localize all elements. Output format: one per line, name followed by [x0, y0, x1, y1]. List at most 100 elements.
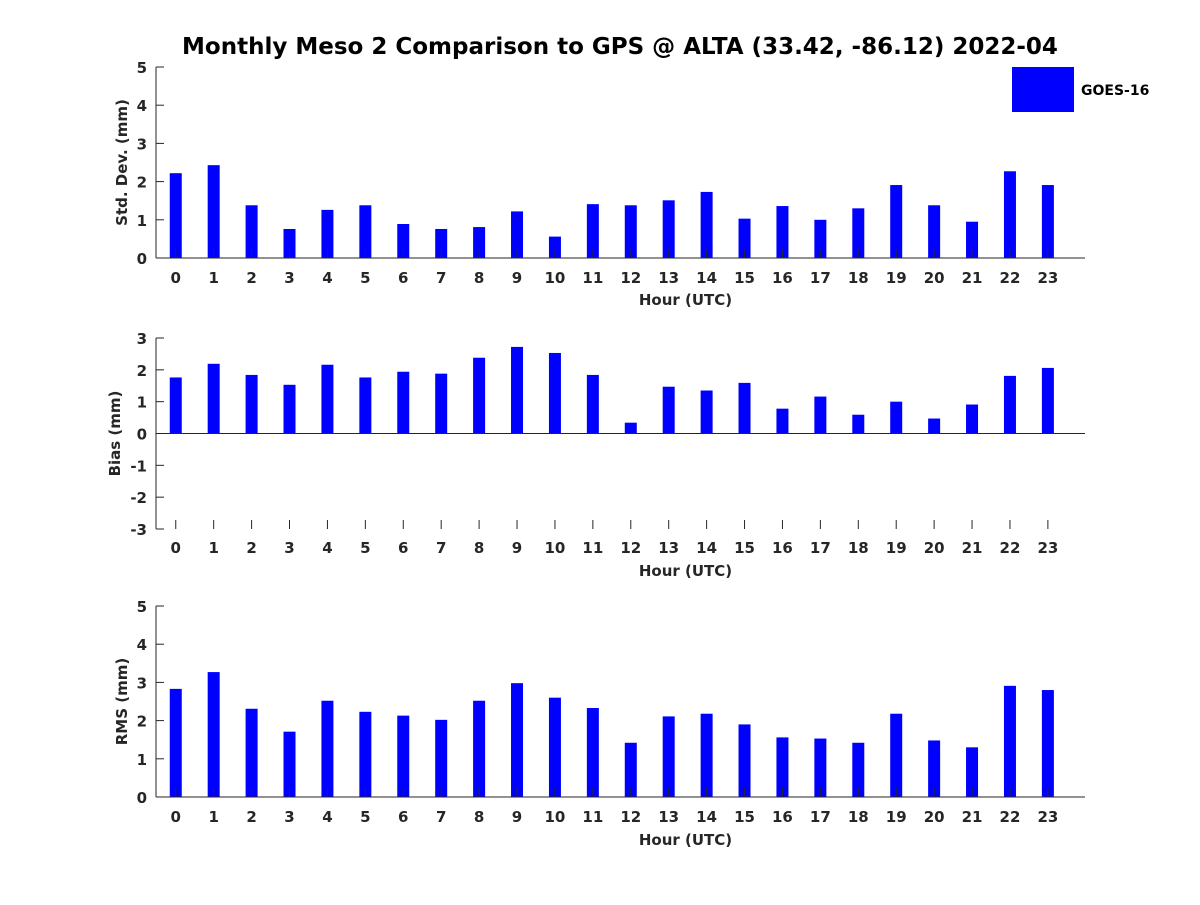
bar-bias-hour-4 [321, 364, 334, 434]
bar-std-dev-hour-17 [814, 219, 827, 258]
x-tick-label: 23 [1037, 808, 1058, 826]
x-tick-label: 21 [962, 269, 983, 287]
y-tick-label: -1 [130, 457, 147, 475]
x-tick-label: 9 [512, 539, 522, 557]
x-tick-label: 6 [398, 269, 408, 287]
bar-bias-hour-16 [776, 408, 789, 434]
bar-rms-hour-16 [776, 737, 789, 797]
x-tick-label: 19 [886, 269, 907, 287]
x-tick-label: 8 [474, 269, 484, 287]
bar-bias-hour-1 [207, 363, 220, 434]
x-tick-label: 11 [582, 269, 603, 287]
bar-bias-hour-19 [890, 401, 903, 434]
bar-bias-hour-21 [966, 404, 979, 434]
x-tick-label: 10 [545, 539, 566, 557]
bar-rms-hour-0 [169, 688, 182, 797]
y-tick-label: 2 [137, 713, 147, 731]
bar-std-dev-hour-11 [586, 204, 599, 258]
bar-std-dev-hour-19 [890, 185, 903, 258]
x-tick-label: 16 [772, 539, 793, 557]
x-tick-label: 4 [322, 808, 332, 826]
x-tick-label: 12 [620, 808, 641, 826]
x-tick-label: 22 [1000, 539, 1021, 557]
bar-rms-hour-17 [814, 738, 827, 797]
x-tick-label: 14 [696, 539, 717, 557]
bar-bias-hour-20 [928, 418, 941, 434]
x-tick-label: 15 [734, 269, 755, 287]
y-tick-label: 0 [137, 789, 147, 807]
bar-std-dev-hour-2 [245, 205, 258, 258]
y-tick-label: -2 [130, 489, 147, 507]
y-tick-label: 4 [137, 97, 147, 115]
bar-bias-hour-10 [548, 352, 561, 434]
x-tick-label: 6 [398, 539, 408, 557]
x-tick-label: 12 [620, 539, 641, 557]
y-axis-label: RMS (mm) [113, 658, 131, 745]
x-tick-label: 7 [436, 539, 446, 557]
bar-std-dev-hour-13 [662, 200, 675, 258]
bar-std-dev-hour-1 [207, 165, 220, 258]
bar-rms-hour-15 [738, 724, 751, 797]
y-tick-label: 1 [137, 212, 147, 230]
x-tick-label: 18 [848, 808, 869, 826]
x-tick-label: 1 [208, 539, 218, 557]
x-tick-label: 10 [545, 269, 566, 287]
x-tick-label: 23 [1037, 269, 1058, 287]
bar-std-dev-hour-21 [966, 221, 979, 258]
bar-bias-hour-14 [700, 390, 713, 434]
y-tick-label: 5 [137, 598, 147, 616]
x-tick-label: 12 [620, 269, 641, 287]
y-tick-label: -3 [130, 521, 147, 539]
x-tick-label: 22 [1000, 808, 1021, 826]
x-tick-label: 11 [582, 539, 603, 557]
bar-rms-hour-6 [397, 715, 410, 797]
bar-std-dev-hour-16 [776, 206, 789, 258]
x-tick-label: 16 [772, 269, 793, 287]
x-tick-label: 13 [658, 808, 679, 826]
x-tick-label: 20 [924, 539, 945, 557]
x-axis-label: Hour (UTC) [639, 562, 732, 580]
y-tick-label: 3 [137, 674, 147, 692]
x-tick-label: 17 [810, 808, 831, 826]
y-tick-label: 5 [137, 59, 147, 77]
x-tick-label: 9 [512, 269, 522, 287]
legend-swatch [1012, 67, 1074, 112]
bar-bias-hour-15 [738, 382, 751, 434]
x-tick-label: 8 [474, 539, 484, 557]
y-tick-label: 1 [137, 394, 147, 412]
x-tick-label: 13 [658, 539, 679, 557]
bar-bias-hour-12 [624, 422, 637, 434]
bar-std-dev-hour-22 [1003, 171, 1016, 258]
bar-rms-hour-20 [928, 740, 941, 797]
y-tick-label: 4 [137, 636, 147, 654]
bar-bias-hour-9 [511, 346, 524, 434]
bar-bias-hour-22 [1003, 375, 1016, 434]
bar-std-dev-hour-23 [1041, 185, 1054, 258]
x-tick-label: 3 [284, 808, 294, 826]
bar-rms-hour-18 [852, 742, 865, 797]
y-axis-label: Std. Dev. (mm) [113, 99, 131, 226]
x-tick-label: 18 [848, 269, 869, 287]
x-tick-label: 19 [886, 539, 907, 557]
x-tick-label: 5 [360, 539, 370, 557]
bar-rms-hour-12 [624, 742, 637, 797]
x-tick-label: 1 [208, 269, 218, 287]
bar-bias-hour-11 [586, 374, 599, 434]
bar-std-dev-hour-8 [473, 227, 486, 258]
x-tick-label: 7 [436, 808, 446, 826]
x-tick-label: 0 [171, 808, 181, 826]
x-tick-label: 23 [1037, 539, 1058, 557]
x-tick-label: 8 [474, 808, 484, 826]
bar-rms-hour-22 [1003, 685, 1016, 797]
bar-std-dev-hour-0 [169, 173, 182, 258]
x-tick-label: 20 [924, 808, 945, 826]
x-tick-label: 2 [246, 808, 256, 826]
x-tick-label: 14 [696, 269, 717, 287]
legend: GOES-16 [1012, 67, 1149, 112]
bar-bias-hour-5 [359, 377, 372, 434]
bar-rms-hour-5 [359, 711, 372, 797]
x-axis-label: Hour (UTC) [639, 291, 732, 309]
y-tick-label: 2 [137, 362, 147, 380]
y-tick-label: 0 [137, 250, 147, 268]
